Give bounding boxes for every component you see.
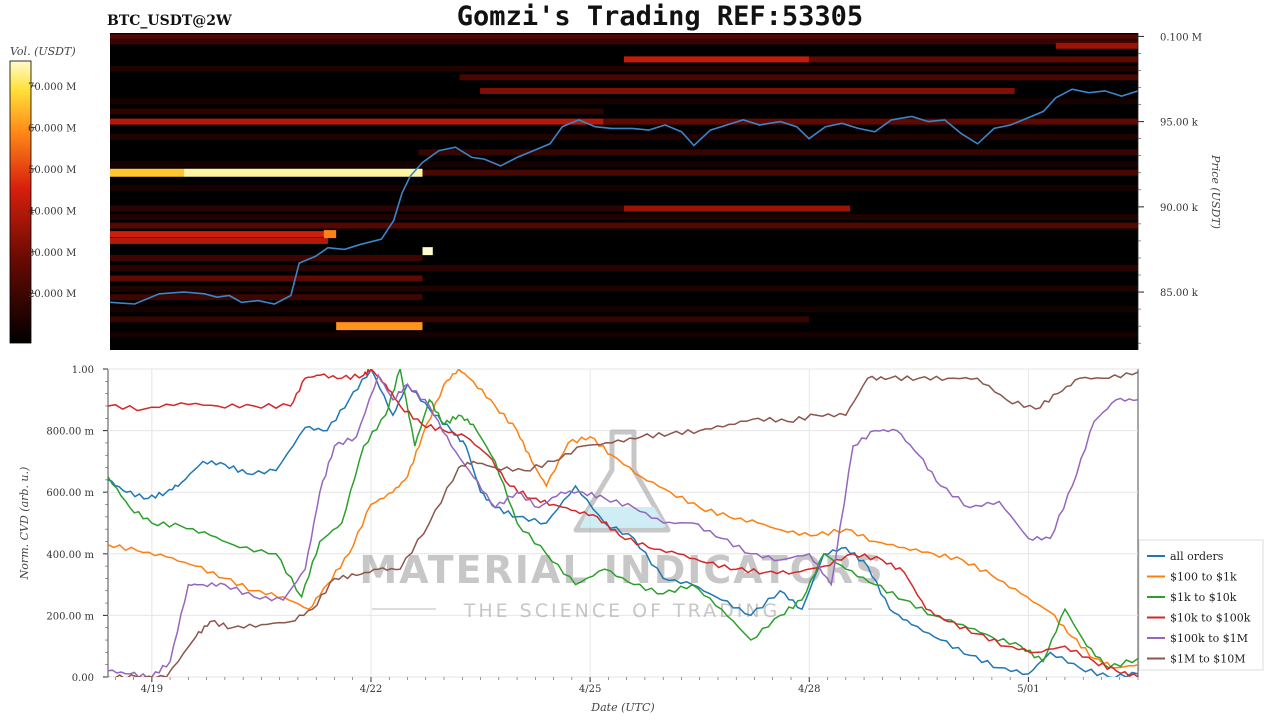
cvd-series bbox=[108, 369, 1138, 677]
heatmap-band-6 bbox=[459, 74, 1138, 81]
heatmap-band-30 bbox=[110, 285, 1138, 292]
price-tick-label: 0.100 M bbox=[1160, 32, 1202, 43]
heatmap-band-24 bbox=[110, 237, 328, 244]
heatmap-band-23 bbox=[110, 231, 328, 238]
legend-label: $1M to $10M bbox=[1170, 653, 1246, 666]
heatmap-band-7 bbox=[480, 87, 1015, 94]
heatmap-band-10 bbox=[110, 118, 604, 125]
heatmap-band-2 bbox=[1055, 42, 1138, 49]
heatmap-band-16 bbox=[184, 168, 423, 177]
heatmap-band-3 bbox=[624, 56, 810, 63]
heatmap-bands bbox=[110, 34, 1138, 338]
heatmap-band-35 bbox=[110, 331, 1138, 338]
cvd-y-tick-label: 0.00 bbox=[72, 673, 94, 684]
symbol-label: BTC_USDT@2W bbox=[107, 13, 232, 29]
legend-label: $1k to $10k bbox=[1170, 591, 1237, 604]
heatmap-band-13 bbox=[418, 149, 1138, 156]
legend-label: $10k to $100k bbox=[1170, 612, 1251, 625]
heatmap-band-28 bbox=[110, 265, 1138, 272]
heatmap-band-33 bbox=[110, 316, 810, 323]
cvd-y-axis: 1.00 800.00 m 600.00 m 400.00 m 200.00 m 0.00 bbox=[46, 365, 108, 684]
colorbar-label: Vol. (USDT) bbox=[10, 45, 76, 58]
cvd-series-line-4 bbox=[108, 373, 1138, 677]
colorbar-tick-label: 30.000 M bbox=[28, 248, 76, 259]
heatmap-band-17 bbox=[422, 169, 1138, 176]
cvd-y-tick-label: 200.00 m bbox=[46, 611, 94, 622]
price-axis-label: Price (USDT) bbox=[1209, 154, 1222, 229]
price-tick-label: 85.00 k bbox=[1160, 288, 1199, 299]
cvd-y-tick-label: 400.00 m bbox=[46, 550, 94, 561]
heatmap-band-32 bbox=[110, 306, 1138, 313]
heatmap-band-27 bbox=[110, 254, 423, 261]
cvd-series-line-0 bbox=[108, 369, 1138, 677]
heatmap-band-34 bbox=[336, 322, 423, 331]
price-line bbox=[110, 88, 1138, 305]
legend: all orders $100 to $1k $1k to $10k $10k to … bbox=[1138, 539, 1264, 671]
legend-box bbox=[1138, 539, 1264, 671]
cvd-series-line-2 bbox=[108, 369, 1138, 669]
heatmap-band-25 bbox=[323, 230, 337, 239]
colorbar-tick-label: 40.000 M bbox=[28, 206, 76, 217]
cvd-y-tick-label: 800.00 m bbox=[46, 427, 94, 438]
cvd-series-line-5 bbox=[108, 371, 1138, 677]
colorbar-ticks: 70.000 M 60.000 M 50.000 M 40.000 M 30.000 M… bbox=[28, 82, 76, 300]
colorbar-tick-label: 50.000 M bbox=[28, 165, 76, 176]
heatmap-band-1 bbox=[110, 38, 1138, 45]
cvd-y-tick-label: 600.00 m bbox=[46, 488, 94, 499]
cvd-x-tick-label: 5/01 bbox=[1017, 684, 1039, 695]
colorbar-tick-label: 20.000 M bbox=[28, 289, 76, 300]
cvd-y-axis-label: Norm. CVD (arb. u.) bbox=[18, 467, 31, 581]
heatmap-band-14 bbox=[110, 161, 1138, 168]
heatmap-band-19 bbox=[624, 205, 851, 212]
heatmap-band-0 bbox=[110, 34, 1138, 41]
cvd-series-line-1 bbox=[108, 369, 1138, 669]
cvd-x-tick-label: 4/22 bbox=[360, 684, 382, 695]
flask-liquid-icon bbox=[580, 507, 666, 527]
heatmap-band-21 bbox=[110, 214, 1138, 221]
watermark-brand: MATERIAL INDICATORS bbox=[359, 548, 884, 592]
heatmap-band-20 bbox=[110, 205, 624, 212]
colorbar-tick-label: 60.000 M bbox=[28, 123, 76, 134]
flask-icon bbox=[573, 429, 671, 533]
price-axis: 0.100 M 95.00 k 90.00 k 85.00 k bbox=[1137, 32, 1202, 350]
cvd-x-axis: 4/19 4/22 4/25 4/28 5/01 bbox=[115, 677, 1139, 695]
legend-label: $100k to $1M bbox=[1170, 632, 1248, 645]
heatmap-band-4 bbox=[809, 56, 1138, 63]
price-tick-label: 90.00 k bbox=[1160, 203, 1199, 214]
heatmap-band-15 bbox=[110, 168, 185, 177]
heatmap-band-29 bbox=[110, 275, 423, 282]
watermark-tagline: THE SCIENCE OF TRADING bbox=[463, 600, 781, 622]
cvd-y-tick-label: 1.00 bbox=[72, 365, 94, 376]
legend-label: all orders bbox=[1170, 550, 1224, 563]
heatmap-band-8 bbox=[110, 98, 1138, 105]
heatmap-band-9 bbox=[110, 108, 604, 115]
heatmap-band-22 bbox=[110, 222, 1138, 229]
heatmap-band-31 bbox=[110, 294, 423, 301]
cvd-x-tick-label: 4/28 bbox=[798, 684, 820, 695]
heatmap-band-26 bbox=[422, 247, 433, 256]
heatmap-band-18 bbox=[110, 185, 1138, 192]
colorbar-tick-label: 70.000 M bbox=[28, 82, 76, 93]
heatmap-band-11 bbox=[603, 118, 1138, 125]
cvd-x-tick-label: 4/19 bbox=[141, 684, 163, 695]
chart-title: Gomzi's Trading REF:53305 bbox=[457, 1, 863, 32]
price-tick-label: 95.00 k bbox=[1160, 118, 1199, 129]
watermark: MATERIAL INDICATORS THE SCIENCE OF TRADI… bbox=[359, 429, 884, 622]
cvd-series-line-3 bbox=[108, 369, 1138, 677]
heatmap-band-5 bbox=[110, 65, 1138, 72]
colorbar bbox=[9, 60, 32, 344]
legend-label: $100 to $1k bbox=[1170, 571, 1237, 584]
cvd-x-tick-label: 4/25 bbox=[579, 684, 601, 695]
cvd-x-axis-label: Date (UTC) bbox=[590, 701, 654, 714]
heatmap-band-12 bbox=[110, 133, 1138, 140]
